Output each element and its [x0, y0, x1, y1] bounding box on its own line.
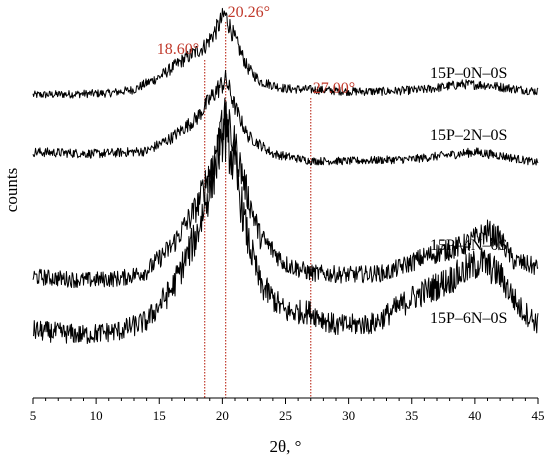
series-line [32, 69, 539, 166]
series-line [32, 109, 539, 345]
peak-label: 18.60° [157, 41, 199, 58]
x-tick-label: 10 [90, 408, 103, 423]
series-label: 15P–6N–0S [430, 310, 507, 327]
peak-marker-lines [204, 22, 312, 398]
x-tick-label: 30 [342, 408, 355, 423]
x-tick-label: 5 [30, 408, 37, 423]
x-tick-label: 15 [153, 408, 166, 423]
x-tick-label: 35 [405, 408, 418, 423]
y-axis-title: counts [2, 168, 21, 212]
series-traces [32, 7, 539, 345]
series-labels: 15P–0N–0S 15P–2N–0S 15P–4N–0S 15P–6N–0S [430, 65, 507, 327]
x-tick-label: 20 [216, 408, 229, 423]
x-tick-label: 45 [532, 408, 545, 423]
series-line [32, 97, 539, 289]
peak-label: 27.00° [313, 80, 355, 97]
x-axis-title: 2θ, ° [270, 437, 302, 456]
peak-labels: 18.60° 20.26° 27.00° [157, 4, 355, 97]
series-label: 15P–2N–0S [430, 127, 507, 144]
x-ticks: 5 10 15 20 25 30 35 40 45 [30, 398, 545, 423]
x-tick-label: 40 [468, 408, 481, 423]
series-line [32, 7, 539, 99]
series-label: 15P–4N–0S [430, 237, 507, 254]
peak-label: 20.26° [228, 4, 270, 21]
series-label: 15P–0N–0S [430, 65, 507, 82]
x-tick-label: 25 [279, 408, 292, 423]
